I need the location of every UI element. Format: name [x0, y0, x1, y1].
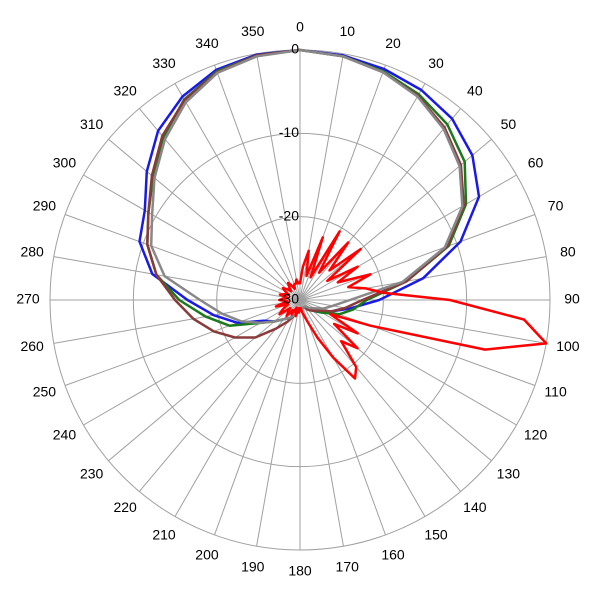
- angle-label: 240: [53, 427, 77, 443]
- spoke: [299, 108, 462, 301]
- angle-label: 270: [16, 291, 40, 307]
- angle-label: 160: [381, 546, 405, 562]
- angle-label: 350: [241, 23, 265, 39]
- angle-label: 190: [241, 559, 265, 575]
- angle-label: 70: [548, 198, 564, 214]
- angle-label: 290: [33, 198, 57, 214]
- spoke: [138, 108, 301, 301]
- spoke: [256, 299, 301, 547]
- angle-label: 40: [467, 82, 483, 98]
- angle-label: 140: [463, 499, 487, 515]
- series-line: [274, 230, 548, 380]
- angle-label: 200: [195, 546, 219, 562]
- angle-label: 50: [501, 116, 517, 132]
- spoke: [256, 53, 301, 301]
- angle-label: 150: [424, 526, 448, 542]
- spoke: [64, 299, 301, 386]
- spoke: [174, 299, 301, 517]
- spoke: [299, 64, 386, 301]
- spoke: [108, 138, 301, 301]
- spoke: [299, 299, 517, 426]
- spoke: [53, 299, 301, 344]
- angle-label: 250: [33, 384, 57, 400]
- spoke: [299, 174, 517, 301]
- spoke: [299, 299, 426, 517]
- angle-label: 300: [53, 155, 77, 171]
- spoke: [299, 214, 536, 301]
- spoke: [299, 299, 492, 462]
- angle-label: 280: [20, 243, 44, 259]
- angle-label: 100: [556, 338, 580, 354]
- angle-label: 60: [528, 155, 544, 171]
- spoke: [214, 299, 301, 536]
- angle-label: 30: [428, 55, 444, 71]
- angle-label: 120: [524, 427, 548, 443]
- angle-label: 20: [385, 35, 401, 51]
- spoke: [53, 256, 301, 301]
- angle-label: 90: [564, 291, 580, 307]
- radial-label: 0: [291, 41, 299, 57]
- spoke: [299, 299, 386, 536]
- angle-label: 0: [296, 19, 304, 35]
- angle-label: 230: [80, 466, 104, 482]
- spoke: [299, 299, 547, 344]
- spoke: [138, 299, 301, 492]
- angle-label: 80: [560, 243, 576, 259]
- spoke: [299, 299, 344, 547]
- spoke: [64, 214, 301, 301]
- angle-label: 180: [288, 563, 312, 579]
- angle-label: 210: [152, 526, 176, 542]
- angle-label: 170: [336, 559, 360, 575]
- spoke: [299, 83, 426, 301]
- radial-label: -30: [279, 291, 299, 307]
- angle-label: 130: [497, 466, 521, 482]
- angle-label: 260: [20, 338, 44, 354]
- angle-label: 320: [113, 82, 137, 98]
- radial-label: -10: [279, 124, 299, 140]
- angle-label: 310: [80, 116, 104, 132]
- angle-label: 10: [339, 23, 355, 39]
- spoke: [214, 64, 301, 301]
- spoke: [174, 83, 301, 301]
- angle-label: 340: [195, 35, 219, 51]
- angle-label: 110: [544, 384, 567, 400]
- series-line: [138, 48, 481, 325]
- radial-label: -20: [279, 207, 299, 223]
- spoke: [108, 299, 301, 462]
- spoke: [299, 299, 462, 492]
- angle-label: 330: [152, 55, 176, 71]
- angle-label: 220: [113, 499, 137, 515]
- spoke: [83, 174, 301, 301]
